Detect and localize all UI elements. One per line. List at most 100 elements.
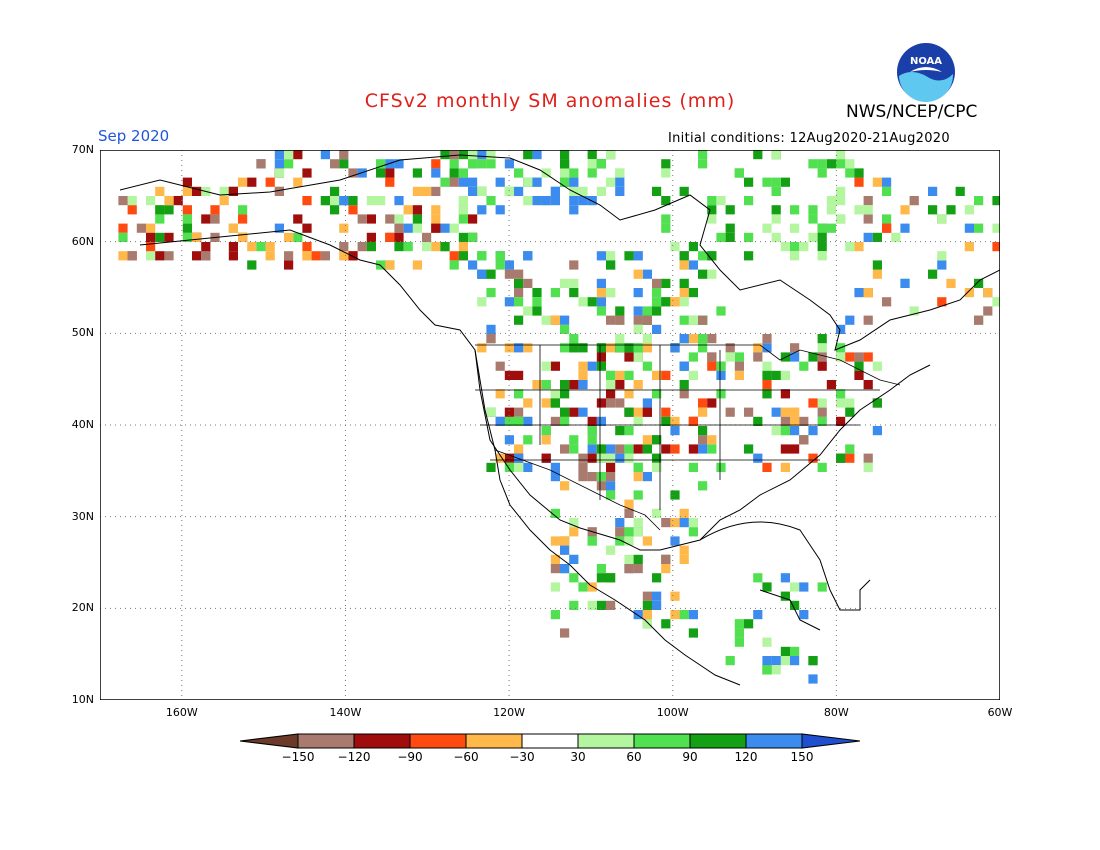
anomaly-cell	[937, 214, 947, 224]
anomaly-cell	[449, 251, 459, 261]
anomaly-cell	[744, 196, 754, 206]
anomaly-cell	[698, 269, 708, 279]
anomaly-cell	[587, 416, 597, 426]
anomaly-cell	[790, 223, 800, 233]
anomaly-cell	[514, 278, 524, 288]
anomaly-cell	[762, 177, 772, 187]
anomaly-cell	[928, 186, 938, 196]
anomaly-cell	[468, 150, 478, 160]
anomaly-cell	[146, 196, 156, 206]
anomaly-cell	[882, 223, 892, 233]
anomaly-cell	[477, 205, 487, 215]
anomaly-cell	[238, 205, 248, 215]
anomaly-cell	[845, 398, 855, 408]
anomaly-cell	[661, 214, 671, 224]
anomaly-cell	[302, 168, 312, 178]
anomaly-cell	[882, 297, 892, 307]
anomaly-cell	[412, 260, 422, 270]
colorbar-label: 30	[570, 750, 586, 764]
anomaly-cell	[688, 628, 698, 638]
anomaly-cell	[633, 269, 643, 279]
logo-text: NOAA	[910, 56, 942, 67]
anomaly-cell	[670, 518, 680, 528]
anomaly-cell	[964, 205, 974, 215]
anomaly-cell	[670, 297, 680, 307]
anomaly-cell	[698, 334, 708, 344]
anomaly-cell	[854, 370, 864, 380]
anomaly-cell	[274, 159, 284, 169]
anomaly-cell	[504, 462, 514, 472]
anomaly-cell	[238, 177, 248, 187]
anomaly-cell	[514, 315, 524, 325]
anomaly-cell	[192, 186, 202, 196]
anomaly-cell	[550, 186, 560, 196]
anomaly-cell	[596, 472, 606, 482]
anomaly-cell	[606, 453, 616, 463]
anomaly-cell	[652, 591, 662, 601]
anomaly-cell	[569, 205, 579, 215]
anomaly-cell	[771, 665, 781, 675]
anomaly-cell	[817, 343, 827, 353]
anomaly-cell	[817, 334, 827, 344]
anomaly-cell	[504, 159, 514, 169]
anomaly-cell	[532, 177, 542, 187]
anomaly-cell	[946, 278, 956, 288]
initial-conditions: Initial conditions: 12Aug2020-21Aug2020	[668, 131, 950, 146]
anomaly-cell	[771, 150, 781, 160]
anomaly-cell	[836, 398, 846, 408]
anomaly-cell	[624, 554, 634, 564]
anomaly-cell	[569, 196, 579, 206]
anomaly-cell	[633, 554, 643, 564]
anomaly-cell	[624, 370, 634, 380]
anomaly-cell	[780, 389, 790, 399]
anomaly-cell	[698, 343, 708, 353]
anomaly-cell	[652, 453, 662, 463]
anomaly-cell	[219, 186, 229, 196]
anomaly-cell	[330, 186, 340, 196]
anomaly-cell	[468, 260, 478, 270]
anomaly-cell	[468, 186, 478, 196]
anomaly-cell	[762, 582, 772, 592]
anomaly-cell	[983, 288, 993, 298]
anomaly-cell	[716, 389, 726, 399]
colorbar-segment	[633, 733, 691, 749]
anomaly-cell	[477, 297, 487, 307]
anomaly-cell	[569, 278, 579, 288]
anomaly-cell	[780, 407, 790, 417]
anomaly-cell	[771, 407, 781, 417]
anomaly-cell	[514, 168, 524, 178]
anomaly-cell	[790, 352, 800, 362]
anomaly-cell	[854, 168, 864, 178]
anomaly-cell	[679, 186, 689, 196]
anomaly-cell	[845, 242, 855, 252]
anomaly-cell	[642, 407, 652, 417]
anomaly-cell	[688, 370, 698, 380]
anomaly-cell	[385, 260, 395, 270]
anomaly-cell	[606, 490, 616, 500]
anomaly-cell	[550, 462, 560, 472]
anomaly-cell	[808, 205, 818, 215]
anomaly-cell	[431, 223, 441, 233]
anomaly-cell	[560, 389, 570, 399]
anomaly-cell	[707, 444, 717, 454]
anomaly-cell	[661, 518, 671, 528]
anomaly-cell	[366, 196, 376, 206]
anomaly-cell	[698, 251, 708, 261]
anomaly-cell	[495, 416, 505, 426]
anomaly-cell	[679, 508, 689, 518]
anomaly-cell	[817, 398, 827, 408]
anomaly-cell	[541, 168, 551, 178]
anomaly-cell	[541, 380, 551, 390]
anomaly-cell	[284, 159, 294, 169]
anomaly-cell	[412, 223, 422, 233]
anomaly-cell	[661, 564, 671, 574]
anomaly-cell	[477, 150, 487, 160]
anomaly-cell	[753, 573, 763, 583]
anomaly-cell	[182, 232, 192, 242]
anomaly-cell	[477, 159, 487, 169]
anomaly-cell	[771, 186, 781, 196]
anomaly-cell	[330, 196, 340, 206]
anomaly-cell	[523, 462, 533, 472]
anomaly-cell	[569, 573, 579, 583]
anomaly-cell	[587, 168, 597, 178]
